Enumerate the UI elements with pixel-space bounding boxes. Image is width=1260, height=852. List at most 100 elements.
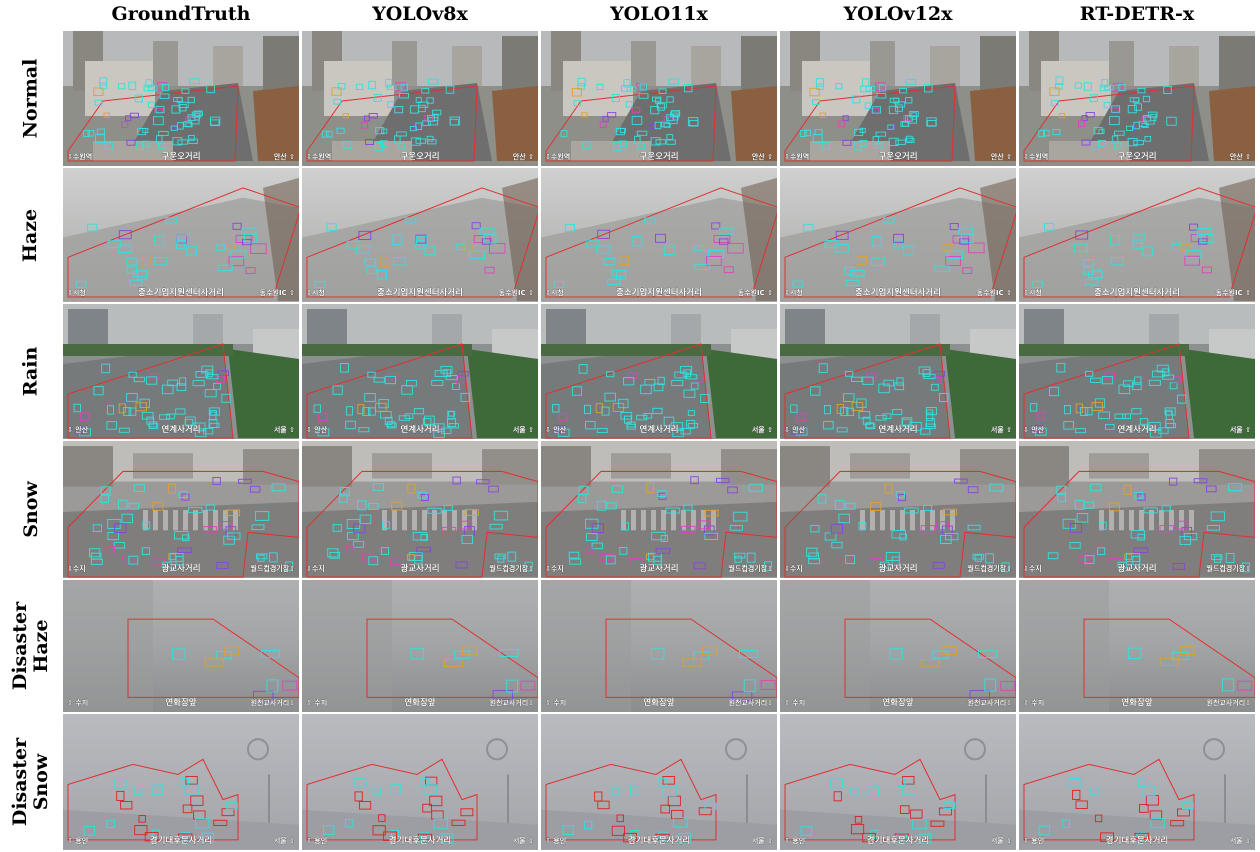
detection-box (860, 85, 871, 93)
detection-box (329, 551, 341, 559)
detection-box (1101, 376, 1114, 385)
detection-boxes (568, 476, 773, 572)
detection-box (1184, 255, 1200, 266)
detection-box (643, 217, 656, 224)
detection-boxes (800, 776, 956, 844)
detection-box (1104, 372, 1115, 380)
detection-box (585, 420, 596, 430)
caption-right-direction: 월드컵경기장⇧ (1207, 564, 1251, 573)
detection-box (842, 139, 852, 146)
detection-box (1091, 402, 1103, 411)
detection-box (165, 217, 177, 224)
roi-outline (1083, 618, 1255, 698)
detection-box (90, 552, 102, 560)
detection-box (613, 141, 622, 151)
detection-box (1176, 394, 1187, 404)
caption-left-direction: ⇩시청 (306, 288, 325, 297)
detection-box (892, 408, 903, 416)
detection-box (128, 81, 137, 90)
detection-box (1172, 376, 1182, 384)
detection-boxes (790, 363, 949, 436)
detection-box (142, 521, 151, 530)
detection-box (394, 105, 404, 114)
detection-panel: ⇩ 안산 연계사거리 서울 ⇧ (63, 304, 299, 439)
detection-box (1142, 246, 1154, 257)
detection-box (1170, 820, 1185, 827)
detection-box (179, 377, 187, 386)
detection-box (1143, 114, 1152, 122)
column-title: YOLO11x (610, 3, 708, 25)
detection-box (415, 138, 427, 144)
detection-panel: ⇩ 안산 연계사거리 서울 ⇧ (302, 304, 538, 439)
detection-box (175, 408, 186, 415)
detection-box (1156, 364, 1169, 373)
detection-panel: ⇩ 수지 연화장앞 원천교사거리⇧ (780, 580, 1016, 712)
detection-box (94, 99, 103, 106)
detection-box (195, 371, 209, 378)
detection-box (816, 83, 824, 90)
detection-box (1001, 562, 1010, 573)
detection-box (889, 648, 903, 660)
traffic-camera-frame: ⇩ 용인 경기대후문사거리 서울 ⇧ (302, 714, 538, 850)
detection-box (415, 97, 422, 103)
detection-box (888, 105, 898, 115)
detection-box (1058, 113, 1066, 119)
detection-box (621, 522, 629, 531)
roi-outline (784, 470, 1016, 578)
detection-box (830, 778, 844, 789)
detection-box (134, 94, 143, 103)
detection-box (657, 103, 665, 111)
detection-box (257, 554, 265, 562)
detection-box (583, 820, 593, 829)
detection-box (345, 420, 356, 430)
detection-box (417, 833, 433, 840)
detection-box (883, 379, 895, 387)
detection-box (422, 803, 432, 813)
detection-box (1228, 483, 1243, 492)
detection-box (564, 223, 576, 232)
detection-box (663, 116, 673, 122)
caption-right-direction: 서울 ⇧ (513, 836, 534, 845)
detection-box (945, 256, 961, 266)
caption-right-direction: 서울 ⇧ (991, 425, 1012, 434)
detection-box (313, 404, 321, 413)
caption-intersection-name: 경기대후문사거리 (1106, 835, 1168, 846)
detection-box (134, 786, 143, 796)
detection-box (930, 383, 939, 391)
detection-box (596, 500, 607, 511)
detection-box (968, 242, 985, 254)
detection-box (923, 504, 933, 511)
detection-box (680, 427, 691, 435)
detection-box (185, 776, 198, 785)
caption-right-direction: 월드컵경기장⇧ (968, 564, 1012, 573)
caption-left-direction: ⇩시청 (784, 288, 803, 297)
detection-boxes (552, 364, 710, 438)
detection-box (333, 98, 342, 105)
detection-box (358, 801, 372, 810)
detection-panel: ⇩수지 광교사거리 월드컵경기장⇧ (541, 441, 777, 578)
detection-box (373, 377, 385, 383)
detection-box (1200, 234, 1214, 243)
detection-box (1044, 222, 1055, 231)
detection-box (481, 238, 492, 245)
detection-box (455, 243, 466, 250)
roi-outline (306, 187, 538, 298)
detection-box (463, 244, 474, 252)
row-label-text: Rain (19, 346, 42, 397)
detection-box (339, 493, 348, 503)
detection-box (178, 833, 193, 840)
detection-box (380, 257, 390, 267)
detection-box (599, 121, 607, 128)
detection-box (1082, 259, 1095, 267)
detection-box (582, 141, 591, 150)
detection-panel: ⇩수원역 구운오거리 안산 ⇧ (541, 31, 777, 166)
detection-box (831, 541, 843, 549)
detection-box (875, 131, 887, 137)
roi-outline (545, 85, 717, 162)
detection-box (1047, 552, 1059, 560)
detection-box (840, 407, 849, 417)
detection-box (354, 791, 363, 802)
detection-box (1180, 244, 1191, 252)
detection-box (250, 243, 267, 255)
traffic-camera-frame: ⇩수원역 구운오거리 안산 ⇧ (63, 31, 299, 166)
